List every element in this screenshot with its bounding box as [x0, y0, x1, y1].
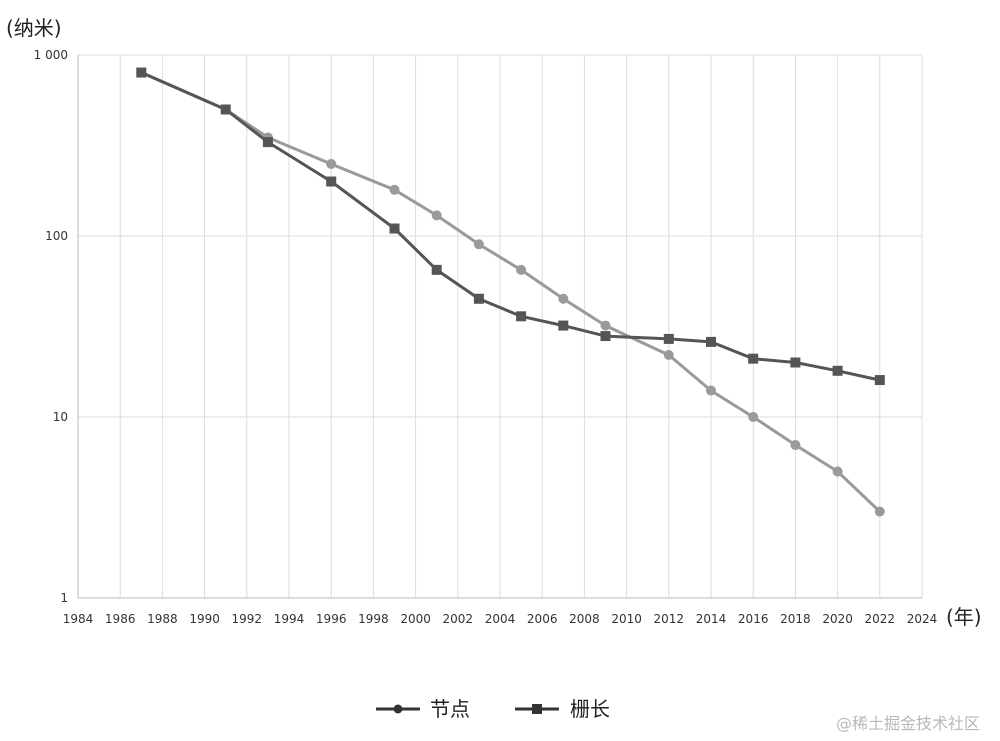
data-point — [748, 353, 759, 364]
x-tick-label: 2014 — [696, 612, 727, 626]
data-point — [706, 385, 716, 396]
x-tick-label: 2000 — [400, 612, 431, 626]
data-point — [600, 320, 611, 331]
y-tick-label: 10 — [53, 410, 68, 424]
x-tick-label: 2004 — [485, 612, 516, 626]
data-point — [558, 293, 569, 304]
y-tick-label: 1 — [60, 591, 68, 605]
data-point — [389, 184, 400, 195]
legend-item-node: 节点 — [376, 697, 470, 721]
data-point — [663, 350, 674, 361]
data-point — [558, 320, 569, 331]
x-tick-label: 1984 — [63, 612, 94, 626]
legend-label-node: 节点 — [430, 697, 470, 721]
series-layer — [136, 67, 885, 517]
legend-item-gate-length: 栅长 — [515, 697, 610, 721]
x-tick-label: 2016 — [738, 612, 769, 626]
x-tick-label: 1986 — [105, 612, 136, 626]
x-tick-label: 1990 — [189, 612, 220, 626]
data-point — [473, 239, 484, 250]
x-tick-label: 2002 — [443, 612, 474, 626]
data-point — [790, 440, 801, 451]
data-point — [748, 412, 759, 422]
data-point — [326, 176, 337, 187]
x-tick-label: 2020 — [822, 612, 853, 626]
y-tick-label: 1 000 — [34, 48, 68, 62]
axes: 1984 1986 1988 1990 1992 1994 1996 1998 2000 2002… — [34, 48, 938, 626]
data-point — [473, 293, 484, 304]
x-tick-label: 1996 — [316, 612, 347, 626]
series-node — [136, 67, 885, 517]
data-point — [431, 264, 442, 275]
legend: 节点 栅长 — [376, 697, 610, 721]
data-point — [516, 311, 527, 322]
x-tick-label: 2018 — [780, 612, 811, 626]
x-tick-label: 2010 — [611, 612, 642, 626]
x-tick-label: 1988 — [147, 612, 178, 626]
data-point — [389, 223, 400, 234]
data-point — [516, 264, 527, 275]
x-tick-label: 2024 — [907, 612, 938, 626]
grid — [77, 54, 923, 599]
x-tick-label: 1992 — [232, 612, 263, 626]
data-point — [874, 375, 885, 386]
x-axis-label: (年) — [946, 605, 982, 629]
legend-label-gate-length: 栅长 — [570, 697, 610, 721]
data-point — [262, 137, 273, 148]
data-point — [706, 336, 716, 347]
data-point — [832, 466, 843, 477]
data-point — [874, 506, 885, 517]
x-tick-label: 1994 — [274, 612, 305, 626]
data-point — [832, 365, 843, 376]
data-point — [663, 333, 674, 344]
data-point — [220, 104, 231, 115]
x-tick-label: 2022 — [865, 612, 896, 626]
y-tick-label: 100 — [45, 229, 68, 243]
y-axis-label: (纳米) — [6, 16, 62, 40]
x-tick-label: 2006 — [527, 612, 558, 626]
data-point — [326, 158, 337, 169]
data-point — [790, 357, 801, 368]
data-point — [431, 210, 442, 221]
x-tick-label: 1998 — [358, 612, 389, 626]
series-line — [140, 71, 881, 382]
x-tick-label: 2012 — [654, 612, 685, 626]
series-gate-length — [136, 67, 885, 386]
series-line — [140, 71, 881, 513]
data-point — [136, 67, 147, 78]
data-point — [600, 331, 611, 342]
watermark: @稀土掘金技术社区 — [836, 714, 980, 733]
x-tick-label: 2008 — [569, 612, 600, 626]
